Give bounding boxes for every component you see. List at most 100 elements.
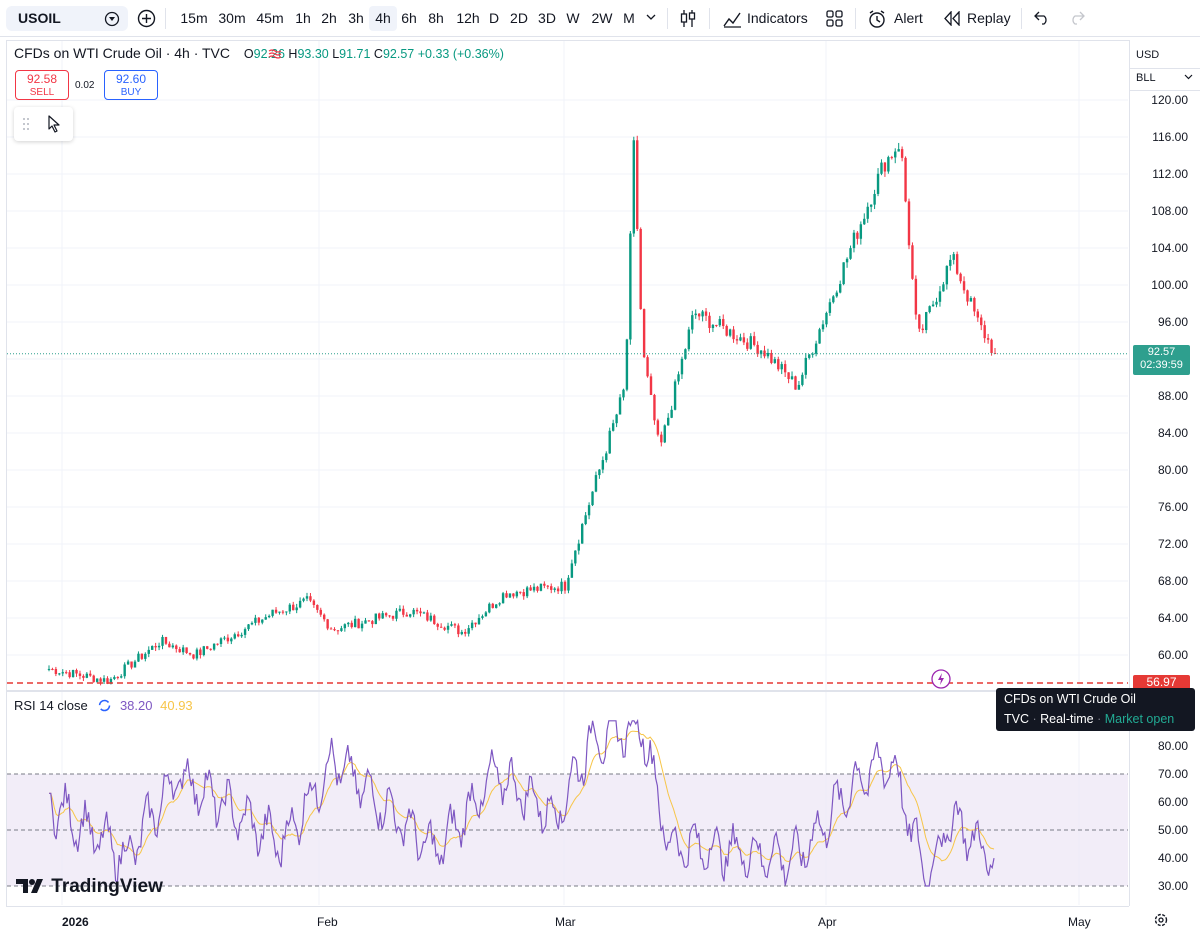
candle-body [292, 604, 295, 611]
time-label-apr: Apr [818, 915, 837, 929]
tradingview-logo[interactable]: TradingView [16, 876, 163, 898]
replay-icon[interactable] [943, 11, 961, 26]
candle-body [625, 339, 629, 390]
candle-body [756, 344, 759, 355]
candle-body [281, 611, 285, 613]
chart-pane[interactable] [6, 40, 1129, 906]
sell-button[interactable]: 92.58 SELL [15, 70, 69, 100]
brand-name: TradingView [51, 876, 163, 897]
interval-2h[interactable]: 2h [321, 10, 337, 26]
candle-body [495, 604, 498, 608]
layouts-icon[interactable] [826, 10, 843, 27]
candle-body [378, 613, 381, 619]
candle-body [629, 233, 632, 340]
interval-12h[interactable]: 12h [456, 10, 480, 26]
candle-body [894, 151, 897, 158]
interval-2W[interactable]: 2W [591, 10, 613, 26]
rsi-label[interactable]: RSI 14 close [14, 698, 88, 713]
candle-body [859, 224, 863, 239]
candle-body [505, 593, 508, 598]
candle-body [343, 624, 347, 629]
interval-2D[interactable]: 2D [510, 10, 528, 26]
price-axis[interactable]: USD BLL [1129, 40, 1200, 906]
candle-body [384, 613, 388, 616]
price-tick-label: 112.00 [1152, 167, 1188, 181]
candle-body [309, 596, 312, 601]
candle-body [955, 254, 959, 274]
interval-6h[interactable]: 6h [401, 10, 417, 26]
candle-body [883, 162, 887, 172]
candle-body [642, 309, 646, 358]
candle-body [130, 661, 133, 668]
candle-body [594, 475, 598, 492]
candle-body [783, 364, 787, 373]
flag-icon[interactable] [104, 11, 120, 27]
interval-3D[interactable]: 3D [538, 10, 556, 26]
buy-button[interactable]: 92.60 BUY [104, 70, 158, 100]
candle-body [226, 637, 230, 642]
candle-body [457, 625, 460, 635]
bar-countdown: 02:39:59 [1140, 359, 1183, 371]
indicators-button[interactable]: Indicators [747, 10, 808, 26]
candle-body [453, 624, 457, 626]
tv-logo-icon [16, 879, 43, 893]
interval-3h[interactable]: 3h [348, 10, 364, 26]
interval-D[interactable]: D [488, 10, 500, 26]
price-chart[interactable] [0, 0, 1129, 906]
alert-button[interactable]: Alert [894, 10, 923, 26]
interval-8h[interactable]: 8h [428, 10, 444, 26]
candle-body [818, 329, 821, 344]
candle-body [501, 593, 505, 604]
candle-body [285, 611, 288, 613]
candle-body [316, 604, 319, 610]
pane-separator[interactable] [6, 690, 1195, 692]
candle-body [949, 259, 952, 266]
candle-body [636, 140, 639, 229]
unit-selector[interactable]: BLL [1136, 72, 1156, 84]
candle-body [357, 618, 360, 629]
candle-body [278, 611, 281, 613]
redo-icon[interactable] [1068, 11, 1085, 25]
last-price-badge: 92.57 02:39:59 [1133, 345, 1190, 375]
price-tick-label: 60.00 [1157, 648, 1188, 662]
interval-M[interactable]: M [623, 10, 635, 26]
candle-body [223, 637, 226, 639]
replay-button[interactable]: Replay [967, 10, 1011, 26]
interval-1h[interactable]: 1h [295, 10, 311, 26]
sync-icon[interactable] [97, 698, 112, 713]
candles-icon[interactable] [679, 9, 697, 28]
candle-body [601, 460, 605, 470]
indicators-icon[interactable] [722, 10, 742, 28]
candle-body [68, 672, 71, 678]
candle-body [900, 149, 904, 158]
currency-selector[interactable]: USD [1136, 49, 1160, 61]
interval-W[interactable]: W [566, 10, 580, 26]
drag-handle-icon[interactable] [22, 117, 30, 131]
add-symbol-icon[interactable] [137, 9, 156, 28]
candle-body [587, 505, 591, 516]
candle-body [120, 676, 123, 678]
settings-icon[interactable] [1153, 912, 1169, 928]
top-toolbar: USOIL 15m 30m 45m 1h 2h 3h 4h 6h 8h 12h D 2D 3D W 2W M … [0, 0, 1200, 37]
divider [667, 8, 668, 29]
cursor-icon[interactable] [47, 115, 62, 133]
time-axis[interactable]: 2026 Feb Mar Apr May [6, 906, 1129, 938]
interval-45m[interactable]: 45m [256, 10, 284, 26]
candle-body [89, 673, 92, 676]
interval-15m[interactable]: 15m [180, 10, 208, 26]
sell-price: 92.58 [26, 72, 58, 86]
chevron-down-icon[interactable] [646, 14, 656, 22]
symbol-search[interactable]: USOIL [6, 6, 128, 31]
alert-clock-icon[interactable] [867, 9, 887, 29]
candle-body [488, 603, 491, 613]
candle-body [243, 629, 247, 635]
undo-icon[interactable] [1034, 11, 1051, 25]
candle-body [821, 324, 825, 330]
candle-body [742, 337, 746, 343]
lightning-icon[interactable] [931, 669, 951, 689]
interval-4h[interactable]: 4h [369, 6, 397, 31]
symbol-title[interactable]: CFDs on WTI Crude Oil · 4h · TVC [14, 45, 231, 61]
interval-30m[interactable]: 30m [218, 10, 246, 26]
candle-body [446, 625, 450, 630]
chevron-down-icon[interactable] [1184, 74, 1193, 81]
